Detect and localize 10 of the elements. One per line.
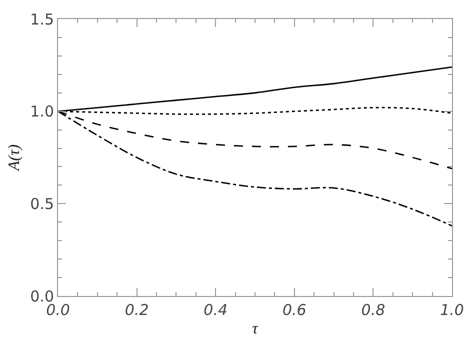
y-axis-title: A(τ) — [6, 144, 24, 172]
x-tick-label: 0.4 — [204, 301, 228, 319]
x-tick-label: 1.0 — [440, 301, 464, 319]
x-tick-label: 0.8 — [361, 301, 386, 319]
y-tick-label: 1.0 — [30, 102, 54, 121]
x-tick-label: 0.2 — [124, 301, 149, 319]
y-tick-label: 1.5 — [30, 10, 54, 28]
x-tick-label: 0.6 — [282, 301, 306, 319]
x-axis-title: τ — [252, 320, 260, 338]
y-tick-label: 0.5 — [30, 194, 54, 213]
